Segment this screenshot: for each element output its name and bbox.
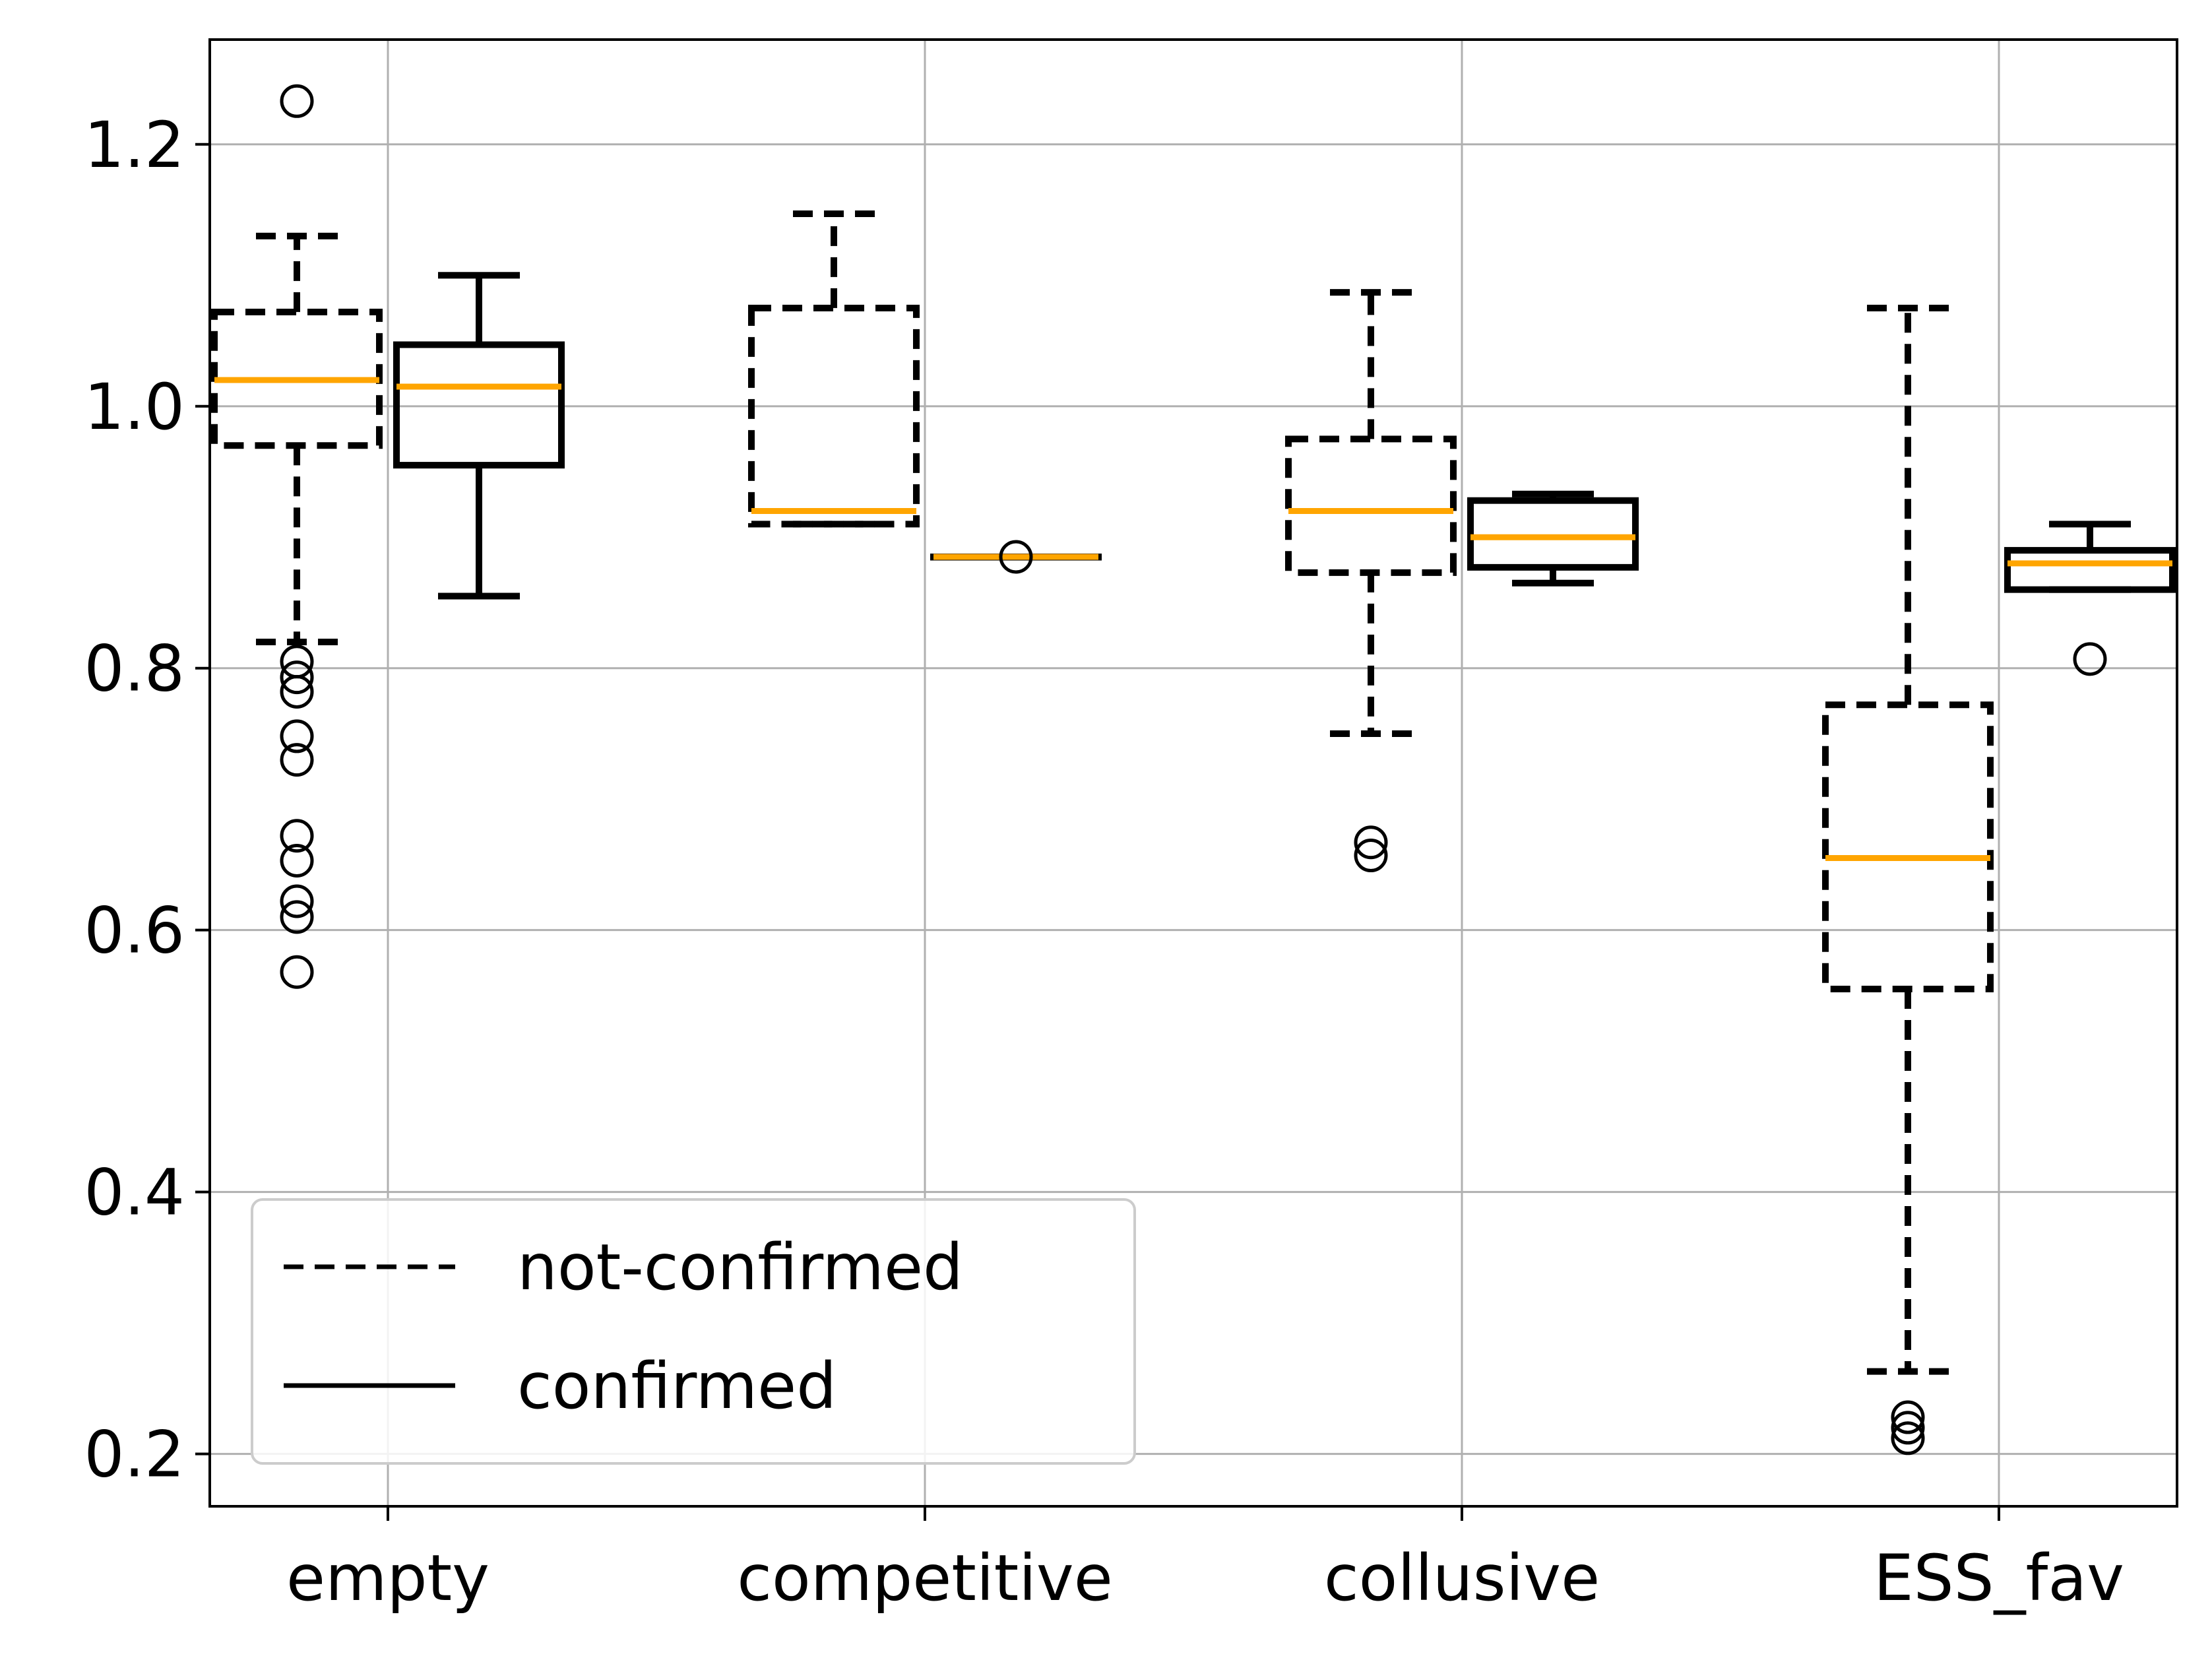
box-not-confirmed-competitive (748, 210, 920, 528)
box-not-confirmed-ESS_fav (1822, 304, 1994, 1455)
box-body (1285, 435, 1457, 576)
outlier-point (280, 955, 314, 989)
x-tick-label: ESS_fav (1874, 1541, 2124, 1615)
outlier-point (280, 84, 314, 118)
outlier-point (280, 884, 314, 918)
box-body (2004, 547, 2176, 593)
grid-lines (210, 40, 2177, 1506)
outlier-point (280, 719, 314, 753)
plot-frame (208, 38, 2178, 1508)
box-confirmed-collusive (1467, 490, 1639, 587)
outlier-point (1891, 1411, 1925, 1445)
legend-frame (251, 1198, 1136, 1465)
box-not-confirmed-empty (211, 84, 383, 989)
box-not-confirmed-collusive (1285, 289, 1457, 873)
outlier-point (1354, 825, 1388, 860)
x-tick-label: competitive (737, 1541, 1113, 1615)
outlier-point (1891, 1400, 1925, 1434)
outlier-point (1354, 839, 1388, 873)
y-tick-label: 0.4 (84, 1156, 185, 1230)
outlier-point (1891, 1421, 1925, 1455)
outlier-point (280, 660, 314, 695)
y-tick-label: 0.2 (84, 1418, 185, 1492)
box-confirmed-competitive (930, 540, 1102, 574)
box-body (393, 341, 565, 469)
y-tick-label: 1.2 (84, 108, 185, 182)
outlier-point (280, 843, 314, 878)
box-plots (211, 84, 2176, 1455)
box-body (1822, 701, 1994, 992)
outlier-point (280, 900, 314, 934)
outlier-point (2073, 642, 2107, 676)
legend-label-confirmed: confirmed (517, 1349, 837, 1423)
outlier-point (999, 540, 1033, 574)
box-body (1467, 497, 1639, 571)
box-confirmed-empty (393, 272, 565, 600)
outlier-point (280, 819, 314, 853)
y-tick-label: 0.6 (84, 894, 185, 968)
x-tick-label: empty (286, 1541, 490, 1615)
legend-label-not-confirmed: not-confirmed (517, 1231, 963, 1304)
y-tick-label: 0.8 (84, 632, 185, 706)
axis-ticks: 0.2 0.4 0.6 0.8 1.0 1.2 empty competitive collus… (84, 108, 2124, 1615)
outlier-point (280, 743, 314, 777)
outlier-point (280, 674, 314, 709)
x-tick-label: collusive (1324, 1541, 1600, 1615)
y-tick-label: 1.0 (84, 370, 185, 444)
legend: not-confirmed confirmed (251, 1198, 1136, 1465)
box-body (748, 304, 920, 528)
box-confirmed-ESS_fav (2004, 521, 2176, 676)
